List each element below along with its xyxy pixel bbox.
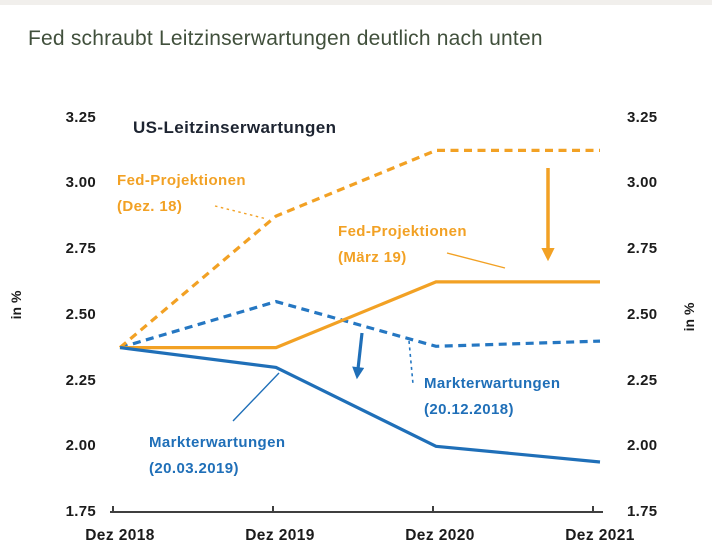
y-tick-left-3.00: 3.00 (65, 174, 96, 191)
series-fed-projektionen-maerz-19 (120, 280, 600, 350)
y-tick-left-2.50: 2.50 (65, 306, 96, 323)
y-axis-label-right: in % (681, 302, 697, 332)
y-tick-right-2.00: 2.00 (627, 437, 658, 454)
y-tick-left-2.00: 2.00 (65, 437, 96, 454)
markt-maerz19-label-line: Markterwartungen (149, 434, 286, 451)
y-tick-right-1.75: 1.75 (627, 503, 658, 520)
series-markterwartungen-20-03-2019 (119, 346, 601, 464)
fed-maerz19-label-line: Fed-Projektionen (338, 223, 467, 240)
fed-maerz19-label-line: (März 19) (338, 249, 407, 266)
window-edge (0, 0, 712, 5)
pointer-line-fed-maerz19 (446, 252, 506, 269)
fed-dez18-label: Fed-Projektionen (Dez. 18) (117, 168, 246, 220)
markt-dez18-label-line: Markterwartungen (424, 375, 561, 392)
y-tick-left-3.25: 3.25 (65, 109, 96, 126)
revision-down-arrow-markt (352, 332, 365, 380)
series-fed-projektionen-dez-18 (118, 148, 600, 349)
x-tick-dez-2019: Dez 2019 (245, 527, 315, 544)
page-title: Fed schraubt Leitzinserwartungen deutlic… (28, 27, 543, 50)
series-markterwartungen-20-12-2018 (119, 299, 601, 350)
y-tick-right-3.25: 3.25 (627, 109, 658, 126)
chart-title: US-Leitzinserwartungen (133, 118, 337, 137)
markt-maerz19-label-line: (20.03.2019) (149, 460, 239, 477)
y-tick-left-2.75: 2.75 (65, 240, 96, 257)
markt-maerz19-label: Markterwartungen (20.03.2019) (149, 430, 285, 482)
x-tick-dez-2018: Dez 2018 (85, 527, 155, 544)
y-tick-right-2.50: 2.50 (627, 306, 658, 323)
x-tick-dez-2020: Dez 2020 (405, 527, 475, 544)
pointer-line-markt-dez18 (408, 340, 414, 385)
y-tick-left-1.75: 1.75 (65, 503, 96, 520)
y-tick-right-2.25: 2.25 (627, 372, 658, 389)
fed-dez18-label-line: (Dez. 18) (117, 198, 183, 215)
markt-dez18-label: Markterwartungen (20.12.2018) (424, 371, 560, 423)
fed-maerz19-label: Fed-Projektionen (März 19) (338, 219, 467, 271)
markt-dez18-label-line: (20.12.2018) (424, 401, 514, 418)
x-tick-dez-2021: Dez 2021 (565, 527, 635, 544)
fed-dez18-label-line: Fed-Projektionen (117, 172, 246, 189)
y-axis-label-left: in % (8, 290, 24, 320)
y-tick-left-2.25: 2.25 (65, 372, 96, 389)
y-tick-right-2.75: 2.75 (627, 240, 658, 257)
y-tick-right-3.00: 3.00 (627, 174, 658, 191)
pointer-line-markt-maerz19 (232, 372, 280, 422)
